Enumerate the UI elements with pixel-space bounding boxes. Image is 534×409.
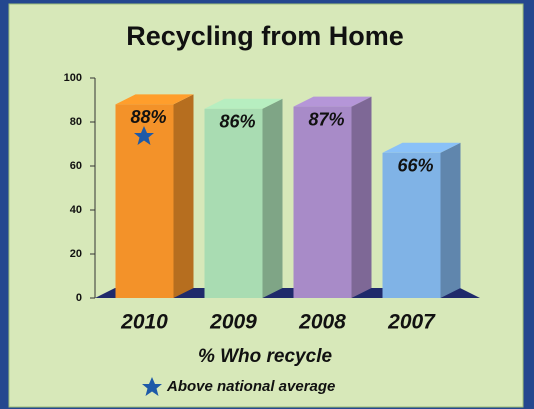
bar (293, 106, 352, 298)
bar-top (204, 98, 283, 109)
bar-top (382, 142, 461, 153)
bar-side (173, 94, 194, 299)
chart-title: Recycling from Home (126, 21, 404, 51)
bar-side (262, 98, 283, 298)
bar (382, 152, 441, 298)
y-tick-label: 100 (64, 72, 82, 84)
bar-side (351, 96, 372, 298)
bar-top (293, 96, 372, 107)
x-tick-label: 2010 (120, 311, 168, 334)
bar-top (115, 94, 194, 105)
y-tick-label: 40 (70, 204, 82, 216)
y-tick-label: 60 (70, 160, 82, 172)
value-label: 86% (219, 112, 255, 132)
y-tick-label: 80 (70, 116, 82, 128)
legend-note: Above national average (166, 378, 335, 395)
x-tick-label: 2008 (298, 311, 346, 334)
x-tick-label: 2007 (387, 311, 436, 334)
bar (204, 108, 263, 298)
bar-side (440, 142, 461, 298)
bar-star (134, 126, 154, 145)
x-axis-label: % Who recycle (198, 346, 333, 367)
value-label: 66% (397, 156, 433, 176)
value-label: 88% (130, 107, 166, 127)
x-tick-label: 2009 (209, 311, 257, 334)
legend-star (142, 377, 162, 396)
value-label: 87% (308, 109, 344, 129)
y-tick-label: 0 (76, 292, 82, 304)
y-tick-label: 20 (70, 248, 82, 260)
